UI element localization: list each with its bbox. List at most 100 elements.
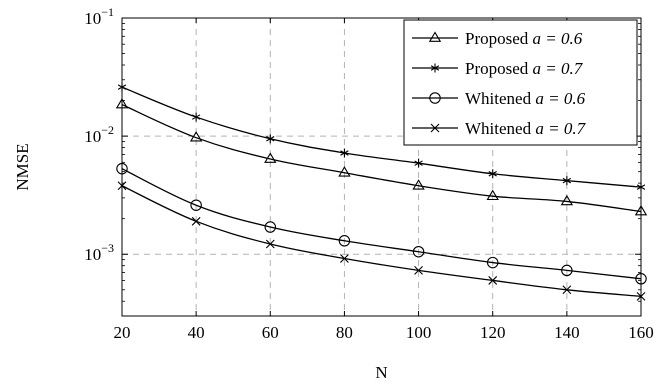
- data-point-circle: [264, 221, 277, 233]
- circle-marker: [190, 199, 202, 211]
- legend-box: [403, 19, 638, 146]
- cross-marker: [430, 123, 440, 133]
- circle-marker: [338, 235, 351, 247]
- data-point-triangle: [189, 131, 203, 142]
- cross-marker: [414, 265, 423, 275]
- data-point-triangle: [338, 166, 351, 177]
- legend-series-param: a = 0.6: [533, 29, 583, 48]
- y-tick-label: 10−3: [84, 241, 114, 264]
- data-point-circle: [429, 92, 441, 104]
- y-tick-exponent: −3: [101, 241, 114, 255]
- cross-marker: [340, 254, 349, 263]
- triangle-marker: [560, 194, 574, 206]
- data-point-circle: [561, 264, 573, 277]
- data-point-cross: [430, 123, 440, 133]
- legend-series-param: a = 0.7: [535, 119, 586, 138]
- data-point-triangle: [560, 194, 574, 206]
- star-marker: [340, 148, 349, 158]
- data-point-cross: [414, 265, 423, 275]
- circle-marker: [264, 221, 277, 233]
- data-point-star: [562, 176, 572, 186]
- circle-marker: [412, 245, 425, 258]
- data-point-star: [414, 158, 423, 168]
- circle-marker: [429, 92, 441, 104]
- data-point-circle: [486, 256, 499, 269]
- y-tick-base: 10: [84, 245, 101, 264]
- series-lines: [115, 82, 648, 301]
- x-axis-ticks: 20 40 60 80 100 120 140 160: [114, 18, 654, 342]
- star-marker: [562, 176, 572, 186]
- circle-marker: [561, 264, 573, 277]
- data-point-star: [340, 148, 349, 158]
- legend-entry: Proposed a = 0.7: [412, 59, 584, 78]
- data-point-triangle: [486, 189, 499, 201]
- star-marker: [430, 63, 440, 73]
- legend-series-param: a = 0.7: [533, 59, 584, 78]
- legend-label: Whitened a = 0.7: [465, 119, 587, 138]
- triangle-marker: [428, 31, 442, 42]
- series-line: [121, 86, 642, 188]
- legend-series-name: Proposed: [465, 29, 533, 48]
- triangle-marker: [189, 131, 203, 142]
- legend-label: Whitened a = 0.6: [465, 89, 586, 108]
- data-point-star: [430, 63, 440, 73]
- cross-marker: [265, 239, 275, 249]
- data-point-cross: [265, 239, 275, 249]
- data-point-triangle: [428, 31, 442, 42]
- data-point-circle: [190, 199, 202, 211]
- y-tick-exponent: −2: [101, 123, 114, 137]
- y-tick-base: 10: [84, 9, 101, 28]
- data-point-star: [488, 169, 497, 179]
- legend-label: Proposed a = 0.6: [465, 29, 583, 48]
- legend-series-name: Whitened: [465, 89, 535, 108]
- data-point-cross: [562, 285, 572, 295]
- data-point-circle: [338, 235, 351, 247]
- plot-frame: [121, 17, 642, 317]
- series-3: [117, 181, 646, 301]
- x-tick-label: 60: [262, 323, 279, 342]
- data-point-cross: [191, 216, 201, 226]
- x-tick-label: 160: [628, 323, 654, 342]
- x-tick-label: 80: [336, 323, 353, 342]
- circle-marker: [486, 256, 499, 269]
- x-tick-label: 40: [188, 323, 205, 342]
- x-tick-label: 100: [406, 323, 432, 342]
- y-axis-ticks: 10−110−210−3: [84, 5, 641, 264]
- data-point-triangle: [412, 179, 425, 190]
- y-tick-label: 10−1: [84, 5, 114, 28]
- legend-series-param: a = 0.6: [535, 89, 585, 108]
- legend-label: Proposed a = 0.7: [465, 59, 584, 78]
- triangle-marker: [264, 152, 277, 163]
- y-tick-label: 10−2: [84, 123, 114, 146]
- y-axis-label: NMSE: [13, 143, 32, 190]
- triangle-marker: [412, 179, 425, 190]
- x-tick-label: 120: [480, 323, 506, 342]
- cross-marker: [562, 285, 572, 295]
- series-line: [121, 103, 642, 213]
- star-marker: [488, 169, 497, 179]
- series-2: [116, 162, 647, 285]
- triangle-marker: [338, 166, 351, 177]
- y-tick-exponent: −1: [101, 5, 114, 19]
- data-point-star: [191, 112, 201, 122]
- data-point-cross: [488, 276, 498, 285]
- legend-entry: Whitened a = 0.7: [412, 119, 587, 138]
- data-point-cross: [340, 254, 349, 263]
- legend-entry: Whitened a = 0.6: [412, 89, 586, 108]
- x-axis-label: N: [375, 363, 387, 382]
- x-tick-label: 140: [554, 323, 580, 342]
- data-point-circle: [412, 245, 425, 258]
- legend-series-name: Whitened: [465, 119, 535, 138]
- star-marker: [414, 158, 423, 168]
- series-line: [121, 168, 642, 280]
- star-marker: [266, 134, 275, 144]
- cross-marker: [191, 216, 201, 226]
- cross-marker: [488, 276, 498, 285]
- star-marker: [191, 112, 201, 122]
- triangle-marker: [486, 189, 499, 201]
- data-point-star: [266, 134, 275, 144]
- legend-entry: Proposed a = 0.6: [412, 29, 583, 48]
- legend-series-name: Proposed: [465, 59, 533, 78]
